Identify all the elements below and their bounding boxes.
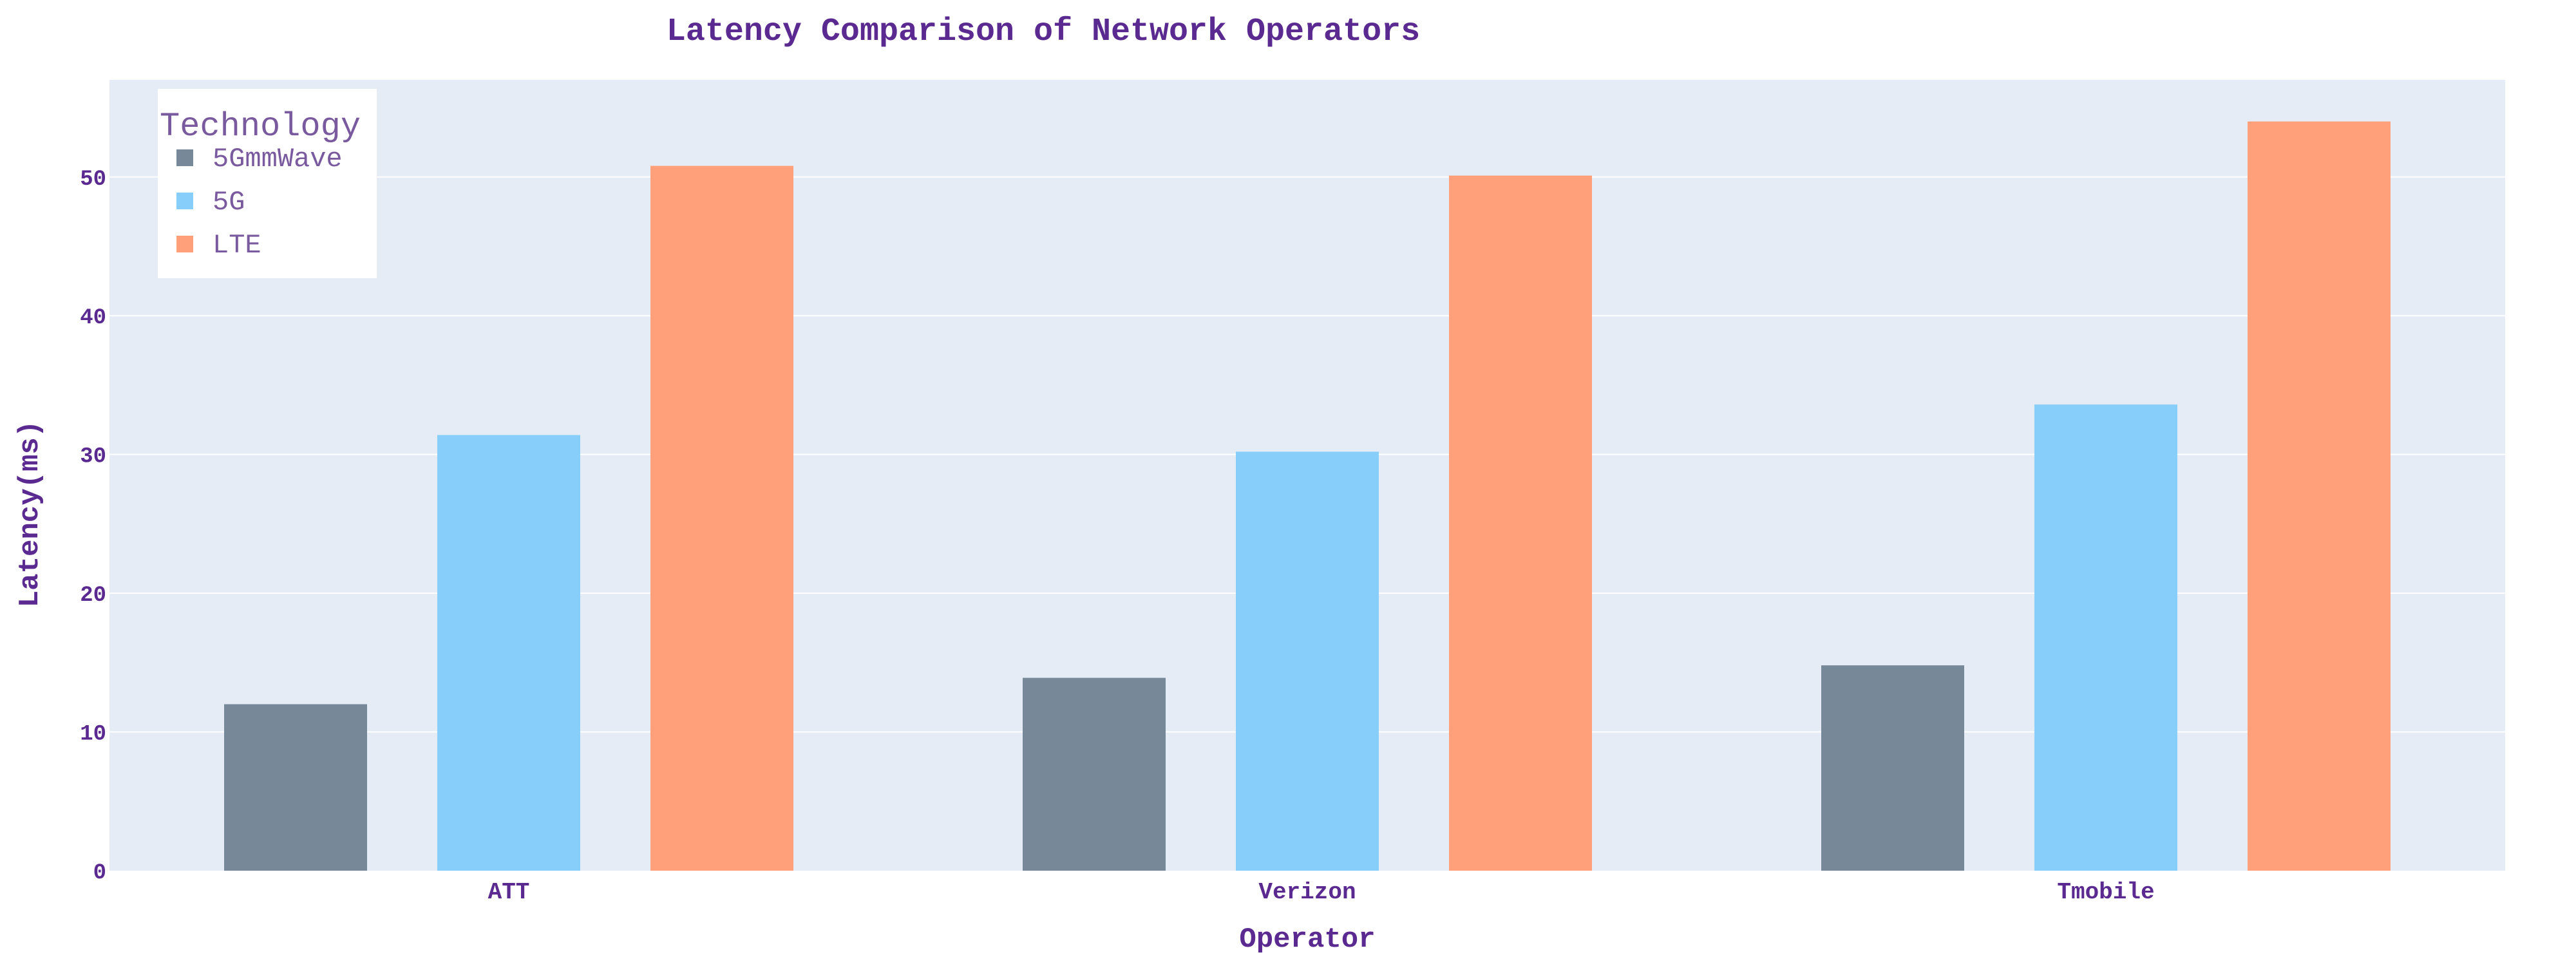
legend-title: Technology [160,108,361,146]
y-tick-label: 30 [80,445,106,469]
y-tick-label: 40 [80,306,106,330]
legend-swatch-5gmmwave[interactable] [176,149,193,166]
legend-swatch-5g[interactable] [176,193,193,209]
bar-lte-att[interactable] [650,166,793,871]
legend-items: 5GmmWave 5G LTE [176,144,343,261]
x-tick-label: Tmobile [2057,879,2154,905]
bars [224,121,2391,871]
legend[interactable]: Technology 5GmmWave 5G LTE [158,89,377,278]
y-tick-label: 0 [93,861,106,886]
legend-label-5gmmwave[interactable]: 5GmmWave [213,144,343,175]
legend-swatch-lte[interactable] [176,236,193,252]
y-tick-label: 50 [80,167,106,192]
y-tick-label: 10 [80,723,106,747]
x-axis-ticks: ATT Verizon Tmobile [488,879,2155,905]
legend-label-5g[interactable]: 5G [213,187,245,218]
x-axis-title: Operator [1239,923,1375,956]
chart-title: Latency Comparison of Network Operators [667,14,1420,50]
bar-lte-tmobile[interactable] [2248,121,2391,871]
x-tick-label: Verizon [1258,879,1356,905]
bar-5g-tmobile[interactable] [2034,404,2177,871]
bar-5g-verizon[interactable] [1236,451,1379,871]
y-axis-title: Latency(ms) [14,421,46,607]
y-axis-ticks: 0 10 20 30 40 50 [80,167,106,886]
bar-5gmmwave-att[interactable] [224,704,367,871]
bar-5g-att[interactable] [437,435,580,871]
legend-label-lte[interactable]: LTE [213,230,261,261]
y-tick-label: 20 [80,583,106,608]
legend-background [158,89,377,278]
x-tick-label: ATT [488,879,530,905]
bar-lte-verizon[interactable] [1449,175,1592,871]
bar-5gmmwave-tmobile[interactable] [1821,665,1964,871]
bar-5gmmwave-verizon[interactable] [1023,677,1166,871]
